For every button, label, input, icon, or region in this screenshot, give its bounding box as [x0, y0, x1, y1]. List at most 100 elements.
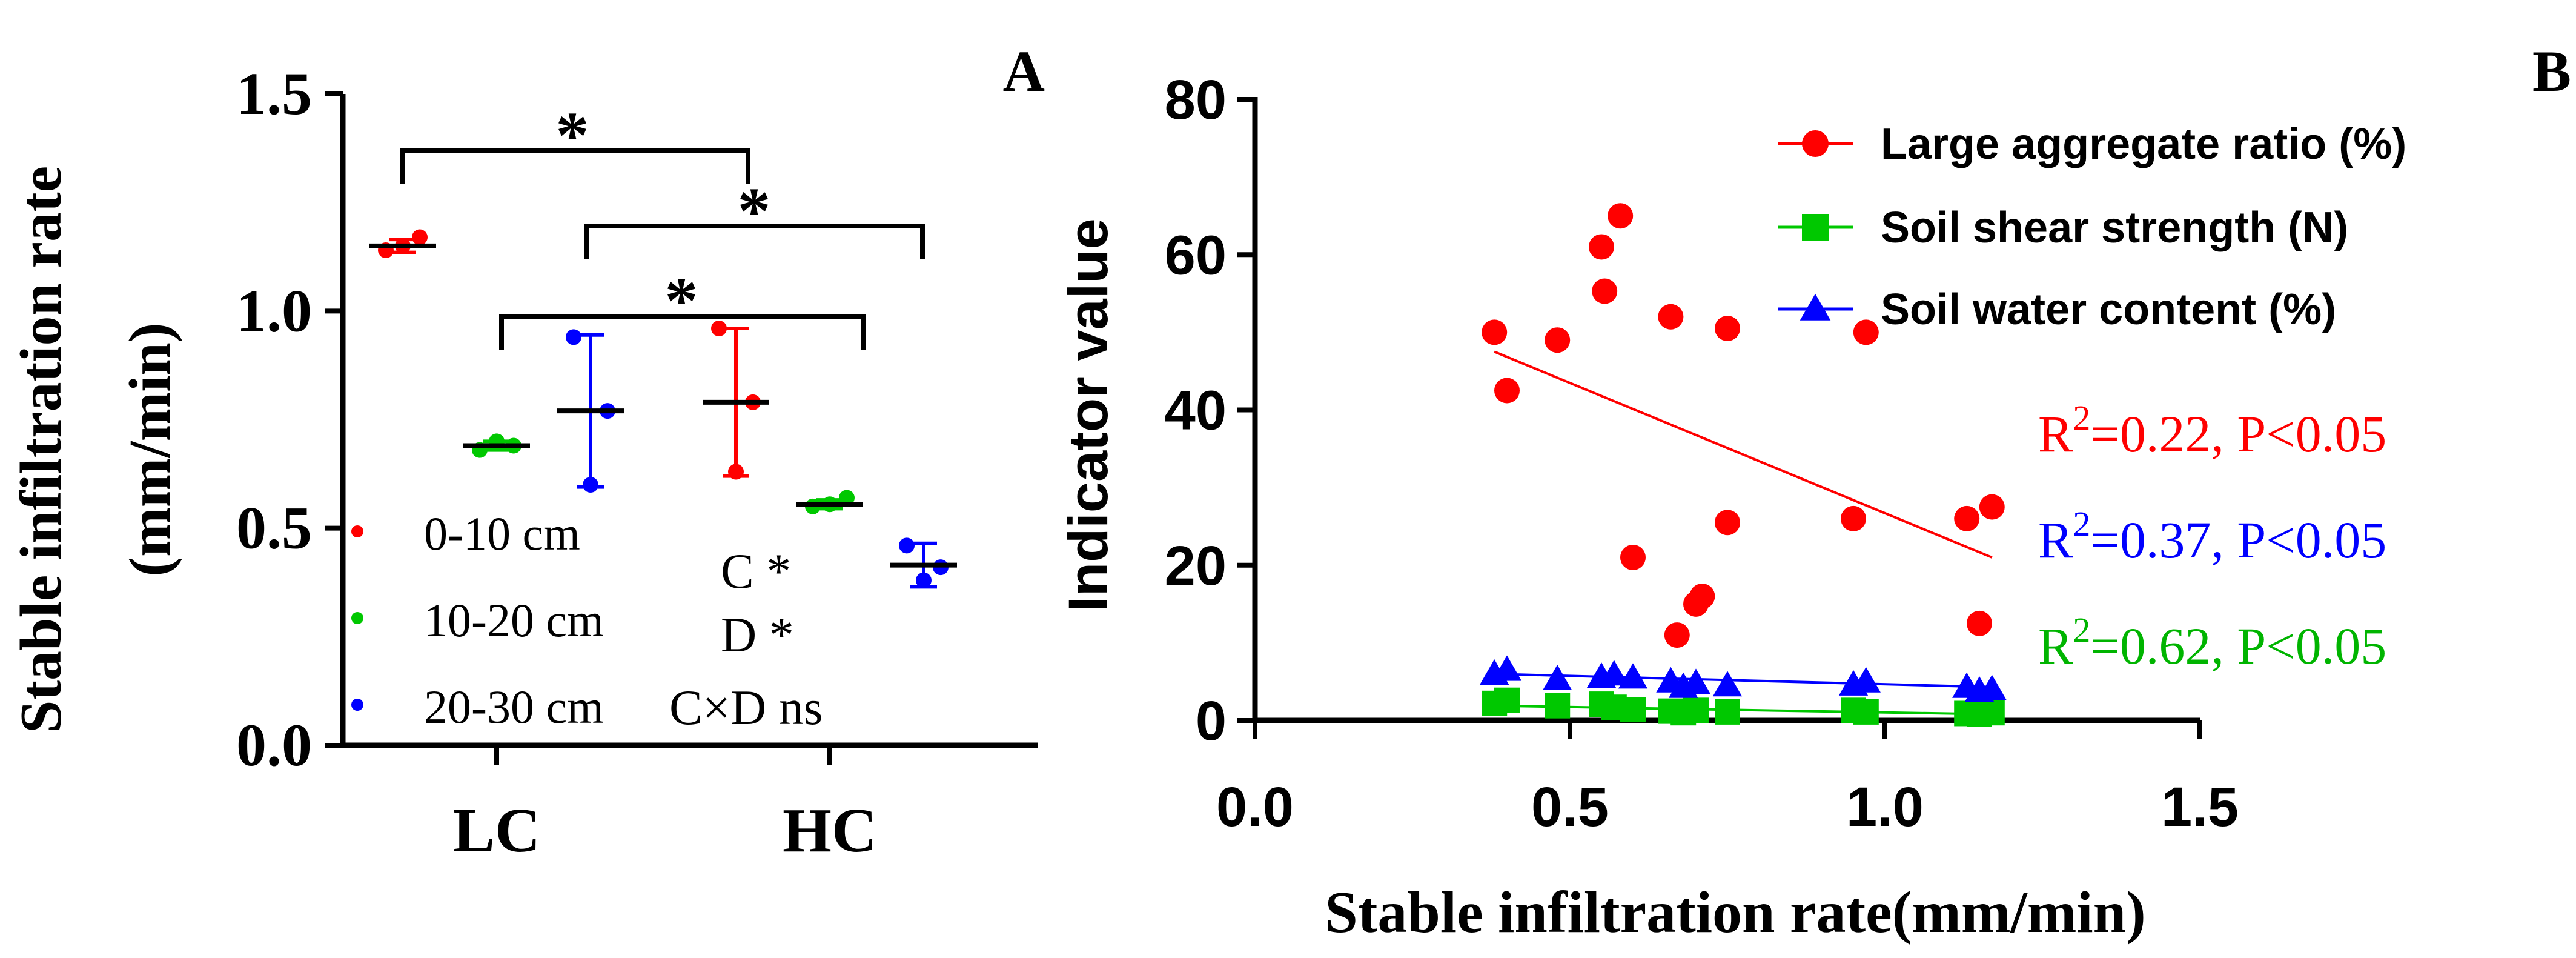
panel-b-annotations: R2=0.22, P<0.05 R2=0.37, P<0.05 R2=0.62, P…: [2038, 398, 2386, 675]
panel-b-xlabel: Stable infiltration rate(mm/min): [1325, 880, 2145, 945]
panel-b-label: B: [2532, 39, 2571, 104]
panel-a-y-ticks: 0.0 0.5 1.0 1.5: [236, 60, 343, 779]
panel-a-legend: 0-10 cm 10-20 cm 20-30 cm: [351, 507, 604, 733]
panel-b-y-tick-label: 40: [1165, 380, 1227, 442]
panel-a-point: [566, 329, 581, 345]
panel-b-point: [1979, 494, 2005, 520]
panel-b-legend-label: Large aggregate ratio (%): [1881, 120, 2406, 168]
panel-a-point: [583, 477, 598, 493]
panel-b-point: [1715, 510, 1740, 536]
panel-a-x-ticks: LC HC: [453, 745, 877, 865]
panel-a-label: A: [1003, 39, 1045, 104]
panel-b-point: [1492, 655, 1522, 681]
panel-b-y-tick-label: 0: [1196, 690, 1227, 752]
panel-a-point: [728, 464, 744, 480]
panel-b-data-points: [1480, 203, 2007, 727]
significance-star: *: [665, 264, 698, 338]
panel-b-point: [1664, 622, 1690, 648]
panel-b-legend-marker: [1800, 293, 1831, 321]
panel-a-point: [899, 537, 915, 554]
panel-a-y-tick-label: 0.5: [236, 494, 312, 562]
panel-a-legend-marker: [351, 699, 363, 711]
panel-b-point: [1618, 663, 1648, 689]
panel-b-fit-line: [1494, 673, 1992, 688]
panel-a-ylabel-line1: Stable infiltration rate: [8, 166, 74, 733]
panel-b-ylabel: Indicator value: [1058, 218, 1119, 611]
panel-b-r2-annotation: R2=0.62, P<0.05: [2038, 610, 2386, 675]
panel-b-y-tick-label: 20: [1165, 535, 1227, 597]
panel-b-point: [1545, 693, 1571, 719]
panel-b-x-tick-label: 1.5: [2161, 776, 2239, 838]
panel-b-legend-label: Soil shear strength (N): [1881, 204, 2348, 252]
panel-b-x-tick-label: 0.0: [1216, 776, 1294, 838]
panel-a-point: [916, 572, 932, 588]
panel-b-point: [1851, 667, 1881, 693]
panel-b-r2-annotation: R2=0.37, P<0.05: [2038, 504, 2386, 569]
significance-bracket: [400, 148, 750, 184]
panel-a-stats-text: C×D ns: [669, 680, 823, 735]
significance-star: *: [738, 174, 771, 248]
panel-b-point: [1715, 699, 1740, 725]
panel-b-point: [1589, 234, 1614, 260]
panel-b-fit-lines: [1494, 350, 1993, 716]
panel-b-point: [1494, 687, 1520, 713]
panel-a-y-tick-label: 1.0: [236, 277, 312, 344]
panel-b-point: [1979, 700, 2005, 726]
panel-b-x-ticks: 0.0 0.5 1.0 1.5: [1216, 720, 2239, 838]
panel-b-x-tick-label: 0.5: [1531, 776, 1609, 838]
panel-b-point: [1853, 319, 1879, 345]
panel-a-point: [839, 490, 855, 506]
panel-b-x-tick-label: 1.0: [1846, 776, 1924, 838]
panel-b-point: [1592, 278, 1618, 304]
panel-b-y-ticks: 0 20 40 60 80: [1165, 69, 1255, 752]
panel-a: A Stable infiltration rate (mm/min) 0.00…: [8, 39, 1045, 865]
panel-b-legend-marker: [1802, 214, 1829, 241]
panel-b-point: [1658, 304, 1684, 330]
panel-b-point: [1954, 505, 1980, 531]
panel-b-point: [1712, 671, 1743, 697]
panel-b-point: [1608, 203, 1634, 229]
significance-bracket: [499, 314, 866, 350]
panel-a-data-points: [369, 229, 957, 589]
panel-a-y-tick-label: 0.0: [236, 711, 312, 779]
panel-b-legend: Large aggregate ratio (%) Soil shear stre…: [1778, 120, 2406, 334]
panel-a-ylabel-line2: (mm/min): [118, 322, 183, 576]
panel-b-y-tick-label: 60: [1165, 224, 1227, 286]
panel-b-point: [1545, 327, 1571, 353]
panel-b-y-tick-label: 80: [1165, 69, 1227, 131]
panel-b-legend-marker: [1802, 130, 1829, 157]
panel-a-x-tick-label: HC: [783, 796, 877, 865]
panel-b-point: [1543, 664, 1572, 690]
panel-b-point: [1715, 315, 1740, 341]
panel-a-stats-text: C *: [721, 544, 791, 599]
panel-a-legend-label: 20-30 cm: [424, 680, 604, 733]
panel-b-legend-label: Soil water content (%): [1881, 285, 2336, 334]
panel-b-point: [1689, 584, 1715, 609]
panel-a-stats: C * D * C×D ns: [669, 544, 823, 735]
panel-a-legend-marker: [351, 612, 363, 624]
panel-b-point: [1620, 697, 1646, 723]
panel-b-r2-annotation: R2=0.22, P<0.05: [2038, 398, 2386, 463]
panel-b: B Indicator value Stable infiltration ra…: [1058, 39, 2571, 945]
panel-a-stats-text: D *: [721, 607, 794, 662]
panel-b-point: [1683, 697, 1709, 723]
panel-b-point: [1841, 505, 1866, 531]
panel-a-legend-label: 10-20 cm: [424, 594, 604, 647]
panel-a-point: [711, 321, 727, 336]
panel-b-point: [1599, 660, 1629, 686]
significance-star: *: [556, 98, 589, 172]
panel-a-x-tick-label: LC: [453, 796, 540, 865]
panel-a-y-tick-label: 1.5: [236, 60, 312, 127]
panel-b-point: [1482, 319, 1508, 345]
panel-b-point: [1620, 544, 1646, 570]
panel-b-point: [1977, 674, 2007, 700]
panel-b-fit-line: [1494, 350, 1993, 559]
panel-b-point: [1967, 610, 1992, 636]
panel-a-point: [412, 229, 428, 245]
panel-b-point: [1681, 668, 1711, 694]
panel-a-legend-marker: [351, 525, 363, 537]
panel-b-fit-line: [1494, 704, 1992, 716]
panel-b-point: [1853, 699, 1879, 725]
panel-b-point: [1494, 378, 1520, 404]
